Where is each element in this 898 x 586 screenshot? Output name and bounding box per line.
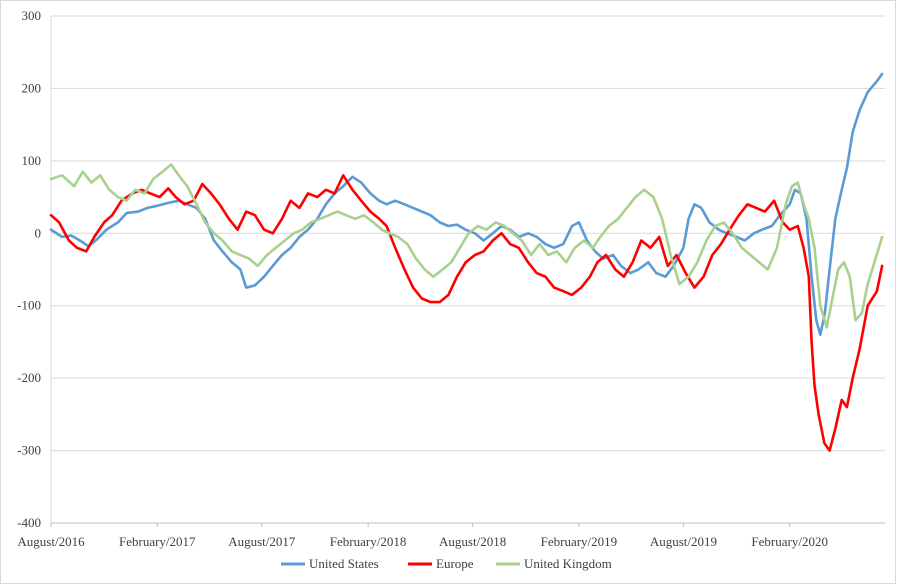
y-tick-label: 100 xyxy=(22,153,42,168)
series-line-2 xyxy=(49,163,884,329)
y-tick-label: 300 xyxy=(22,8,42,23)
legend-label-1: Europe xyxy=(436,556,474,571)
x-tick-label: August/2019 xyxy=(650,534,717,549)
series-line-1 xyxy=(49,174,884,452)
x-tick-label: February/2019 xyxy=(541,534,618,549)
axes: -400 -300 -200 -100 0 100 200 300 August/2016 Feb… xyxy=(17,8,885,549)
series-line-0 xyxy=(49,72,884,336)
x-tick-label: February/2017 xyxy=(119,534,196,549)
y-tick-label: 200 xyxy=(22,80,42,95)
y-tick-label: -300 xyxy=(17,443,41,458)
x-tick-label: August/2016 xyxy=(17,534,85,549)
gridlines xyxy=(51,15,885,524)
y-tick-label: -100 xyxy=(17,298,41,313)
legend-label-2: United Kingdom xyxy=(524,556,612,571)
x-tick-label: February/2020 xyxy=(751,534,828,549)
x-tick-label: August/2018 xyxy=(439,534,506,549)
legend: United States Europe United Kingdom xyxy=(281,556,612,571)
y-tick-label: -400 xyxy=(17,515,41,530)
legend-label-0: United States xyxy=(309,556,379,571)
series-lines xyxy=(49,72,884,452)
x-tick-label: February/2018 xyxy=(330,534,407,549)
y-tick-label: 0 xyxy=(35,225,42,240)
x-tick-label: August/2017 xyxy=(228,534,296,549)
y-tick-label: -200 xyxy=(17,370,41,385)
